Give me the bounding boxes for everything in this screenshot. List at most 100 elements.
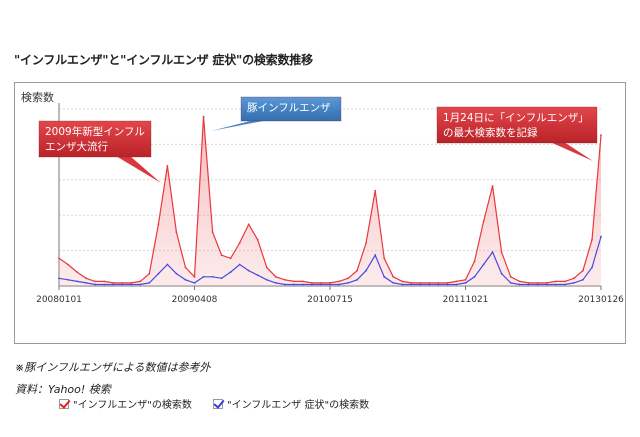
data-point (564, 283, 566, 286)
data-point (274, 282, 277, 284)
legend-item-series-1[interactable]: "インフルエンザ"の検索数 (59, 396, 192, 411)
data-point (67, 278, 69, 281)
data-point (302, 283, 304, 286)
data-point (527, 282, 530, 284)
data-point (383, 257, 386, 260)
data-point (130, 283, 133, 286)
data-point (419, 282, 422, 284)
callout-text: 豚インフルエンザ (247, 102, 331, 114)
data-point (166, 263, 169, 266)
data-point (365, 269, 367, 272)
footnote: ※豚インフルエンザによる数値は参考外 (15, 361, 211, 374)
data-point (274, 275, 277, 278)
data-point (139, 283, 142, 286)
data-point (238, 242, 241, 244)
data-point (329, 282, 331, 284)
annotation-2: 豚インフルエンザ (211, 96, 342, 131)
data-point (401, 280, 404, 283)
data-point (500, 251, 503, 254)
data-point (320, 283, 322, 286)
checkbox-series-1[interactable] (59, 398, 69, 409)
x-tick-label: 20111021 (443, 295, 489, 305)
data-point (473, 275, 476, 278)
series-area-1 (59, 116, 601, 286)
data-point (76, 271, 78, 273)
data-point (58, 277, 60, 280)
data-point (582, 278, 584, 281)
data-point (229, 257, 232, 260)
data-point (175, 272, 178, 275)
data-point (184, 278, 187, 281)
data-point (455, 283, 458, 286)
data-point (356, 278, 358, 281)
data-point (175, 231, 178, 234)
data-point (329, 283, 331, 286)
callout-text: 2009年新型インフル (45, 125, 145, 138)
data-point (365, 242, 367, 244)
chart-svg: 検索数 20080101 20090408 20100715 20111021 2013… (21, 90, 624, 305)
data-point (283, 278, 286, 281)
data-point (311, 282, 313, 284)
callout-pointer (116, 156, 161, 183)
data-point (591, 266, 593, 269)
data-point (184, 266, 187, 269)
legend-label-series-1: "インフルエンザ"の検索数 (73, 400, 192, 411)
callout-pointer (211, 120, 268, 131)
data-point (130, 282, 133, 284)
data-point (545, 282, 548, 284)
source-credit: 資料：Yahoo! 検索 (15, 383, 111, 396)
data-point (193, 275, 196, 278)
data-point (491, 185, 494, 187)
legend-label-series-2: "インフルエンザ 症状"の検索数 (227, 400, 370, 411)
callout-box (436, 106, 598, 144)
data-point (193, 282, 196, 284)
data-point (536, 282, 539, 284)
data-point (121, 282, 124, 284)
data-point (157, 223, 160, 226)
data-point (509, 282, 512, 284)
data-point (338, 280, 340, 283)
data-point (247, 223, 250, 226)
data-point (320, 282, 322, 284)
data-point (536, 283, 539, 286)
legend-item-series-2[interactable]: "インフルエンザ 症状"の検索数 (213, 396, 369, 411)
data-point (157, 272, 160, 275)
data-point (500, 272, 503, 275)
data-point (112, 283, 115, 286)
data-point (302, 280, 304, 283)
callout-box (38, 120, 152, 158)
series-line-2 (58, 236, 602, 286)
data-point (211, 231, 214, 234)
data-point (428, 282, 431, 284)
data-point (564, 280, 566, 283)
data-point (392, 282, 395, 284)
data-point (419, 283, 422, 286)
x-tick-label: 20100715 (307, 295, 353, 305)
data-point (293, 283, 295, 286)
data-point (545, 283, 548, 286)
data-point (85, 282, 87, 284)
data-point (464, 278, 467, 281)
data-point (437, 283, 440, 286)
data-point (437, 282, 440, 284)
data-point (554, 283, 557, 286)
data-point (121, 283, 124, 286)
data-point (347, 282, 349, 284)
data-point (374, 189, 377, 192)
x-tick-label: 20130126 (578, 295, 624, 305)
data-point (600, 235, 602, 238)
data-point (311, 283, 313, 286)
data-point (67, 263, 69, 266)
data-point (600, 134, 602, 137)
data-point (229, 271, 232, 273)
callout-text: の最大検索数を記録 (443, 126, 538, 139)
data-point (482, 220, 485, 223)
data-point (338, 283, 340, 286)
data-point (265, 266, 268, 269)
checkbox-series-2[interactable] (213, 398, 223, 409)
x-tick-label: 20090408 (172, 295, 218, 305)
data-point (283, 283, 286, 286)
data-point (347, 277, 349, 280)
data-point (455, 280, 458, 283)
data-point (356, 269, 358, 272)
